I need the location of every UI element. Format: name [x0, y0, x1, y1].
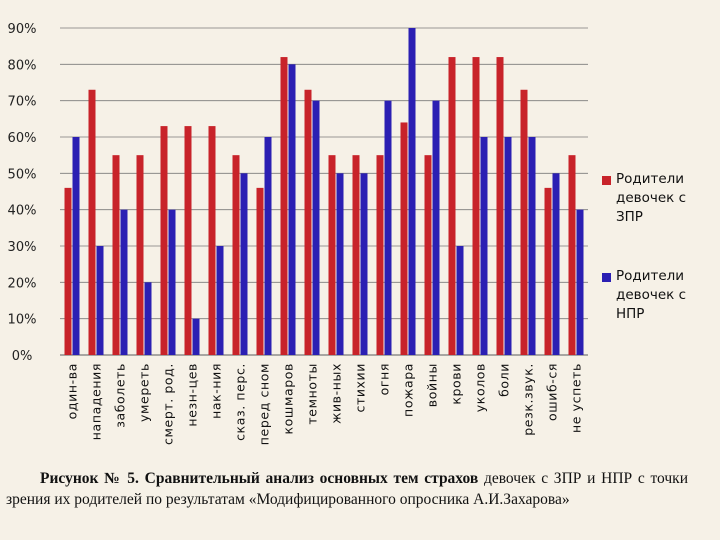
caption-text: Рисунок № 5. Сравнительный анализ основн…: [6, 468, 688, 510]
bar-npr: [408, 28, 416, 355]
y-tick-label: 30%: [8, 240, 37, 255]
bar-npr: [96, 246, 104, 355]
x-tick-label: уколов: [473, 363, 488, 412]
y-tick-label: 10%: [8, 313, 37, 328]
bar-zpr: [352, 155, 360, 355]
x-tick-label: перед сном: [257, 363, 272, 445]
y-tick-label: 60%: [8, 131, 37, 146]
caption-rest: девочек с ЗПР и НПР с точки зрения их ро…: [6, 470, 689, 508]
bar-npr: [120, 209, 128, 355]
x-tick-label: нак-ния: [209, 363, 224, 419]
legend-swatch-zpr: [602, 176, 611, 185]
bar-zpr: [544, 187, 552, 355]
bar-zpr: [208, 126, 216, 355]
x-tick-label: один-ва: [65, 363, 80, 419]
bar-zpr: [280, 57, 288, 356]
x-tick-label: темноты: [305, 363, 320, 425]
bar-zpr: [472, 57, 480, 356]
bar-npr: [384, 100, 392, 356]
bar-npr: [480, 137, 488, 355]
x-tick-label: войны: [425, 363, 440, 407]
x-tick-label: стихии: [353, 363, 368, 413]
x-tick-label: не успеть: [569, 363, 584, 433]
y-tick-label: 70%: [8, 95, 37, 110]
bar-zpr: [424, 155, 432, 355]
bar-zpr: [496, 57, 504, 356]
x-tick-label: сказ. перс.: [233, 363, 248, 441]
x-tick-label: умереть: [137, 363, 152, 422]
bar-npr: [168, 209, 176, 355]
x-tick-label: кошмаров: [281, 363, 296, 434]
bar-npr: [336, 173, 344, 355]
bar-chart: 0% 10% 20% 30% 40% 50% 60% 70% 80% 90% один-ва нап…: [8, 22, 588, 445]
x-tick-label: незн-цев: [185, 363, 200, 427]
x-tick-label: пожара: [401, 363, 416, 417]
y-tick-label: 50%: [8, 167, 37, 182]
x-tick-label: резк.звук.: [521, 363, 536, 436]
bar-npr: [360, 173, 368, 355]
bar-npr: [144, 282, 152, 355]
bar-zpr: [184, 126, 192, 355]
legend-item-zpr: Родители девочек с ЗПР: [600, 170, 720, 227]
legend-item-npr: Родители девочек с НПР: [600, 267, 720, 324]
y-tick-label: 90%: [8, 22, 37, 37]
y-tick-label: 20%: [8, 276, 37, 291]
y-tick-label: 0%: [12, 349, 33, 364]
legend-label-npr: Родители девочек с НПР: [616, 268, 687, 322]
bar-zpr: [328, 155, 336, 355]
x-tick-label: боли: [497, 363, 512, 397]
bar-npr: [432, 100, 440, 356]
bar-npr: [528, 137, 536, 355]
y-tick-label: 40%: [8, 204, 37, 219]
x-axis-labels: один-ва нападения заболеть умереть смерт. ро…: [65, 363, 584, 445]
legend-label-zpr: Родители девочек с ЗПР: [616, 171, 687, 225]
bar-npr: [456, 246, 464, 355]
bars: [64, 28, 584, 356]
x-tick-label: жив-ных: [329, 363, 344, 424]
bar-zpr: [112, 155, 120, 355]
bar-zpr: [256, 187, 264, 355]
bar-zpr: [304, 89, 312, 356]
bar-npr: [576, 209, 584, 355]
bar-zpr: [64, 187, 72, 355]
bar-zpr: [376, 155, 384, 355]
x-tick-label: нападения: [89, 363, 104, 440]
caption-bold: Рисунок № 5. Сравнительный анализ основн…: [40, 470, 479, 487]
x-tick-label: крови: [449, 363, 464, 405]
bar-zpr: [448, 57, 456, 356]
x-tick-label: заболеть: [113, 363, 128, 428]
bar-zpr: [232, 155, 240, 355]
bar-zpr: [568, 155, 576, 355]
bar-npr: [72, 137, 80, 355]
legend-swatch-npr: [602, 273, 611, 282]
x-tick-label: ошиб-ся: [545, 363, 560, 421]
figure-caption: Рисунок № 5. Сравнительный анализ основн…: [6, 468, 688, 510]
bar-npr: [264, 137, 272, 355]
bar-npr: [552, 173, 560, 355]
bar-zpr: [136, 155, 144, 355]
bar-npr: [240, 173, 248, 355]
bar-zpr: [88, 89, 96, 356]
bar-npr: [504, 137, 512, 355]
bar-zpr: [520, 89, 528, 356]
bar-zpr: [160, 126, 168, 355]
y-tick-label: 80%: [8, 58, 37, 73]
bar-npr: [288, 64, 296, 355]
bar-npr: [216, 246, 224, 355]
legend: Родители девочек с ЗПР Родители девочек …: [600, 170, 720, 364]
bar-npr: [192, 318, 200, 355]
x-tick-label: смерт. род.: [161, 363, 176, 445]
bar-zpr: [400, 122, 408, 355]
x-tick-label: огня: [377, 363, 392, 395]
y-axis-ticks: 0% 10% 20% 30% 40% 50% 60% 70% 80% 90%: [8, 22, 37, 364]
bar-npr: [312, 100, 320, 356]
